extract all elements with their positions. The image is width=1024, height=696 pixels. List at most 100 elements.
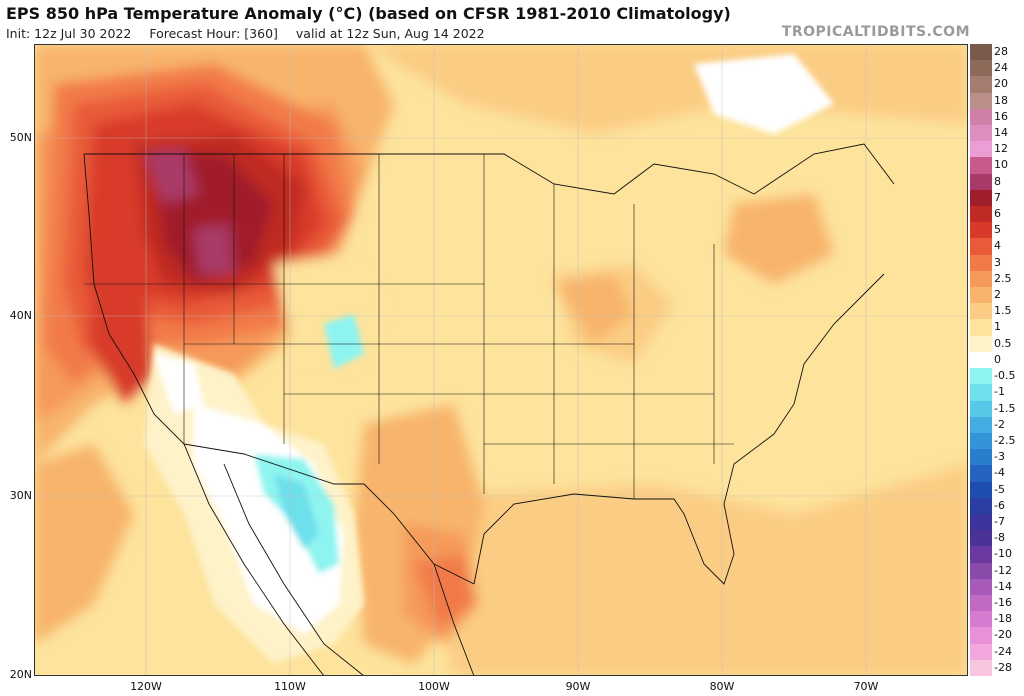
colorbar-label: 8 [994,174,1001,188]
gulf-coast [473,273,885,585]
lon-label: 110W [274,680,306,693]
lat-label: 30N [9,489,32,502]
colorbar-swatch [970,562,992,579]
colorbar-label: 16 [994,109,1008,123]
map-panel [34,44,968,676]
colorbar-entry: 24 [970,60,1024,77]
colorbar-label: 5 [994,223,1001,237]
colorbar-entry: -28 [970,659,1024,676]
colorbar-label: -1 [994,385,1005,399]
colorbar-entry: 2.5 [970,270,1024,288]
colorbar-entry: -16 [970,594,1024,612]
colorbar-swatch [970,44,992,61]
state-lines [84,154,734,499]
source-credit: TROPICALTIDBITS.COM [781,24,970,40]
colorbar-label: 24 [994,61,1008,75]
colorbar-entry: -7 [970,513,1024,531]
colorbar-swatch [970,546,992,563]
colorbar-label: -0.5 [994,369,1016,383]
colorbar-swatch [970,125,992,142]
colorbar-entry: 0 [970,351,1024,369]
mexico-outline [223,463,475,676]
colorbar-entry: -4 [970,465,1024,482]
colorbar-entry: 5 [970,222,1024,239]
colorbar-label: -4 [994,466,1005,480]
political-boundaries [83,143,895,676]
colorbar-label: -28 [994,660,1012,674]
colorbar-label: 18 [994,93,1008,107]
colorbar-swatch [970,270,992,288]
colorbar-swatch [970,643,992,660]
colorbar-swatch [970,206,992,223]
colorbar-label: 10 [994,158,1008,172]
lon-label: 120W [130,680,162,693]
colorbar-entry: -3 [970,449,1024,466]
colorbar-swatch [970,513,992,531]
colorbar-entry: -20 [970,627,1024,644]
colorbar-swatch [970,432,992,450]
colorbar-entry: -18 [970,611,1024,628]
lon-label: 80W [709,680,735,693]
colorbar-label: 12 [994,142,1008,156]
anomaly-map [34,44,968,676]
colorbar-label: -14 [994,579,1012,593]
colorbar-swatch [970,254,992,271]
colorbar-swatch [970,157,992,174]
colorbar-label: 0 [994,352,1001,366]
colorbar-entry: -24 [970,643,1024,660]
lon-label: 90W [565,680,591,693]
colorbar-label: -10 [994,547,1012,561]
colorbar-swatch [970,60,992,77]
colorbar-entry: 18 [970,92,1024,109]
map-frame [34,44,968,676]
colorbar-swatch [970,594,992,612]
colorbar-entry: -12 [970,562,1024,579]
colorbar-swatch [970,92,992,109]
colorbar-entry: 12 [970,141,1024,158]
colorbar-entry: -1 [970,384,1024,401]
colorbar-swatch [970,319,992,336]
colorbar-entry: 28 [970,44,1024,61]
colorbar-swatch [970,222,992,239]
colorbar-swatch [970,530,992,547]
colorbar-entry: 3 [970,254,1024,271]
lat-label: 40N [9,309,32,322]
colorbar-swatch [970,238,992,255]
cool-anomaly-field [144,54,834,664]
colorbar-label: 7 [994,190,1001,204]
colorbar-entry: 4 [970,238,1024,255]
colorbar-entry: 8 [970,173,1024,190]
colorbar-label: 6 [994,207,1001,221]
colorbar-entry: 2 [970,287,1024,304]
colorbar-label: 0.5 [994,336,1012,350]
colorbar-swatch [970,335,992,352]
colorbar-label: 2 [994,288,1001,302]
colorbar-swatch [970,351,992,369]
colorbar-entry: 1 [970,319,1024,336]
colorbar-swatch [970,578,992,595]
colorbar-entry: 16 [970,108,1024,126]
colorbar-entry: -10 [970,546,1024,563]
colorbar-label: -6 [994,498,1005,512]
colorbar-entry: -14 [970,578,1024,595]
colorbar-label: -16 [994,595,1012,609]
colorbar-legend: 28 24 20 18 16 14 12 10 8 7 6 5 4 3 2.5 2 1.5 1 0.5 0 -0.5 -1… [970,44,1024,676]
anomaly-field [34,44,968,676]
colorbar-entry: 1.5 [970,303,1024,320]
map-header: EPS 850 hPa Temperature Anomaly (°C) (ba… [0,0,1024,44]
colorbar-swatch [970,303,992,320]
colorbar-label: 28 [994,45,1008,58]
colorbar-label: -2 [994,417,1005,431]
colorbar-entry: -2.5 [970,432,1024,450]
colorbar-entry: 7 [970,189,1024,207]
colorbar-swatch [970,449,992,466]
colorbar-label: 4 [994,239,1001,253]
colorbar-swatch [970,173,992,190]
lat-label: 50N [9,131,32,144]
colorbar-swatch [970,108,992,126]
map-subtitle: Init: 12z Jul 30 2022 Forecast Hour: [36… [6,26,499,41]
colorbar-label: 2.5 [994,271,1012,285]
colorbar-label: -20 [994,628,1012,642]
west-coast [83,153,325,676]
colorbar-swatch [970,611,992,628]
